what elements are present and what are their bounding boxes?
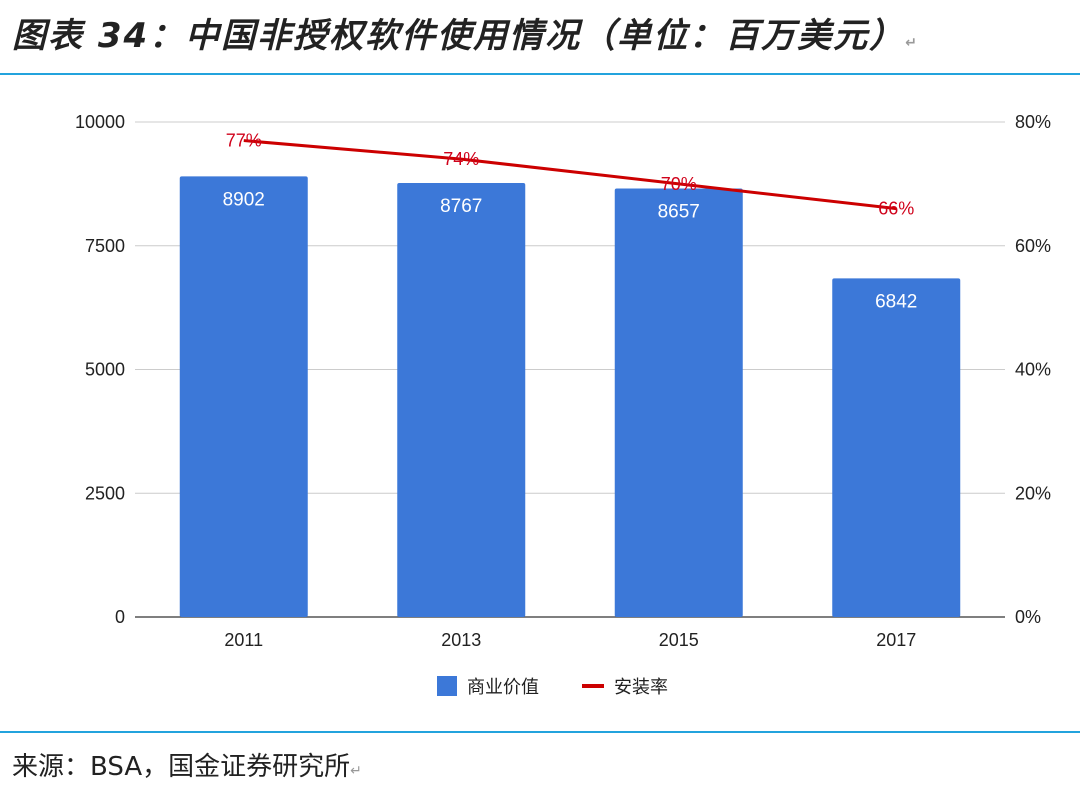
title-bar: 图表 34：中国非授权软件使用情况（单位：百万美元）↵ <box>0 0 1080 70</box>
top-rule <box>0 73 1080 75</box>
chart-title-text: 图表 34：中国非授权软件使用情况（单位：百万美元） <box>12 16 906 56</box>
line-value-label: 74% <box>443 149 479 169</box>
line-value-label: 77% <box>226 131 262 151</box>
y2-tick-label: 60% <box>1015 236 1051 256</box>
y-tick-label: 10000 <box>75 112 125 132</box>
x-tick-label: 2017 <box>876 630 916 650</box>
y2-tick-label: 20% <box>1015 483 1051 503</box>
x-tick-label: 2011 <box>224 630 263 650</box>
series-line <box>243 139 897 211</box>
y-tick-label: 5000 <box>85 360 125 380</box>
legend-label: 安装率 <box>614 677 668 698</box>
y-tick-label: 2500 <box>85 483 125 503</box>
bar <box>614 188 743 617</box>
bar-value-label: 6842 <box>875 291 917 312</box>
source-text: 来源：BSA，国金证券研究所 <box>12 752 351 782</box>
y2-tick-label: 80% <box>1015 112 1051 132</box>
paragraph-mark: ↵ <box>905 35 919 51</box>
x-tick-label: 2015 <box>659 630 699 650</box>
y-tick-label: 7500 <box>85 236 125 256</box>
bottom-rule <box>0 731 1080 733</box>
line-value-label: 70% <box>661 174 697 194</box>
chart-title: 图表 34：中国非授权软件使用情况（单位：百万美元）↵ <box>12 8 919 57</box>
source-note: 来源：BSA，国金证券研究所↵ <box>12 746 362 783</box>
paragraph-mark-footer: ↵ <box>350 763 362 779</box>
bar-value-label: 8657 <box>658 201 700 222</box>
bar-value-label: 8767 <box>440 196 482 217</box>
bar <box>832 278 961 617</box>
y2-tick-label: 40% <box>1015 360 1051 380</box>
bar-value-label: 8902 <box>223 189 265 210</box>
legend-swatch-bar <box>437 676 457 696</box>
bar <box>179 176 308 617</box>
y2-tick-label: 0% <box>1015 607 1041 627</box>
legend-label: 商业价值 <box>467 677 539 698</box>
x-tick-label: 2013 <box>441 630 481 650</box>
y-tick-label: 0 <box>115 607 125 627</box>
bar <box>397 183 526 617</box>
line-value-label: 66% <box>878 199 914 219</box>
chart: 0 2500 5000 7500 10000 0% 20% 40% 60% 80% 8902 2011… <box>75 112 1051 698</box>
